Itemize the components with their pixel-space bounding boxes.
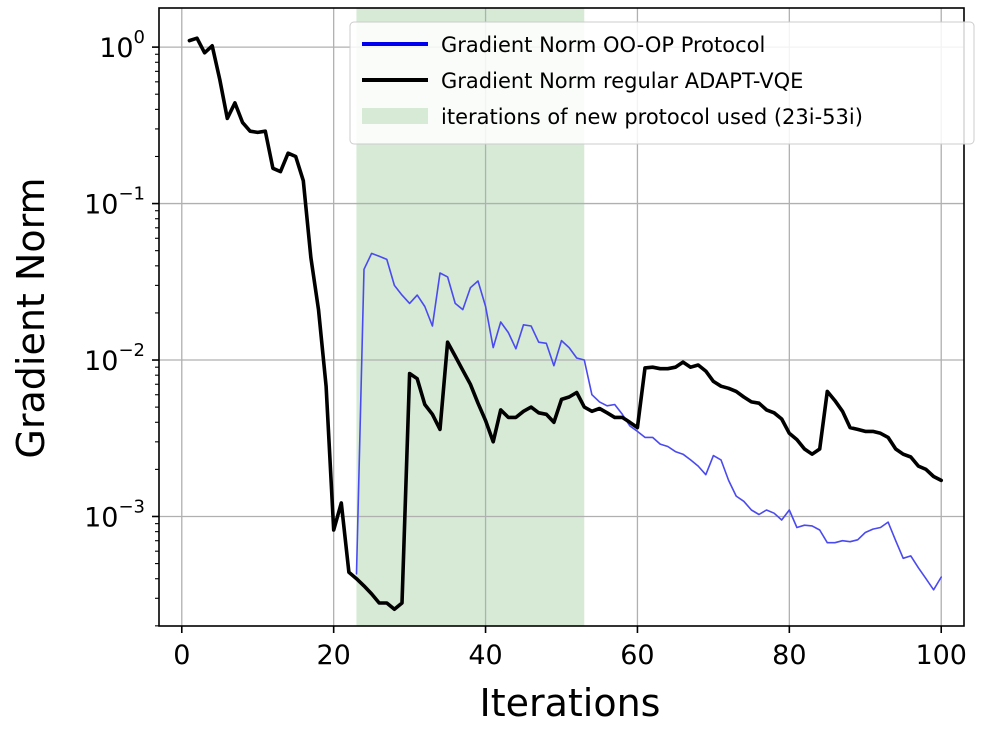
- series-line-oo-op-protocol: [355, 252, 943, 591]
- x-tick-label: 40: [468, 640, 502, 671]
- axes-frame: [158, 7, 965, 627]
- y-axis-label: Gradient Norm: [9, 177, 53, 458]
- legend: Gradient Norm OO-OP Protocol Gradient No…: [349, 21, 975, 145]
- legend-frame: [349, 21, 975, 145]
- legend-label-regular: Gradient Norm regular ADAPT-VQE: [441, 69, 803, 93]
- legend-label-oo-op: Gradient Norm OO-OP Protocol: [441, 33, 765, 57]
- x-tick-label: 20: [316, 640, 350, 671]
- y-tick-label: 100: [99, 27, 145, 64]
- x-tick-label: 100: [915, 640, 967, 671]
- series-line-regular-adapt-vqe: [187, 36, 944, 612]
- x-tick-label: 0: [173, 640, 190, 671]
- x-axis-label: Iterations: [480, 681, 661, 725]
- y-tick-label: 10−1: [84, 184, 145, 221]
- y-tick-label: 10−2: [84, 340, 145, 377]
- x-tick-label: 80: [772, 640, 806, 671]
- y-tick-label: 10−3: [84, 496, 145, 533]
- x-tick-label: 60: [620, 640, 654, 671]
- legend-swatch-shaded-region: [362, 108, 428, 124]
- legend-label-shaded-region: iterations of new protocol used (23i-53i…: [441, 105, 863, 129]
